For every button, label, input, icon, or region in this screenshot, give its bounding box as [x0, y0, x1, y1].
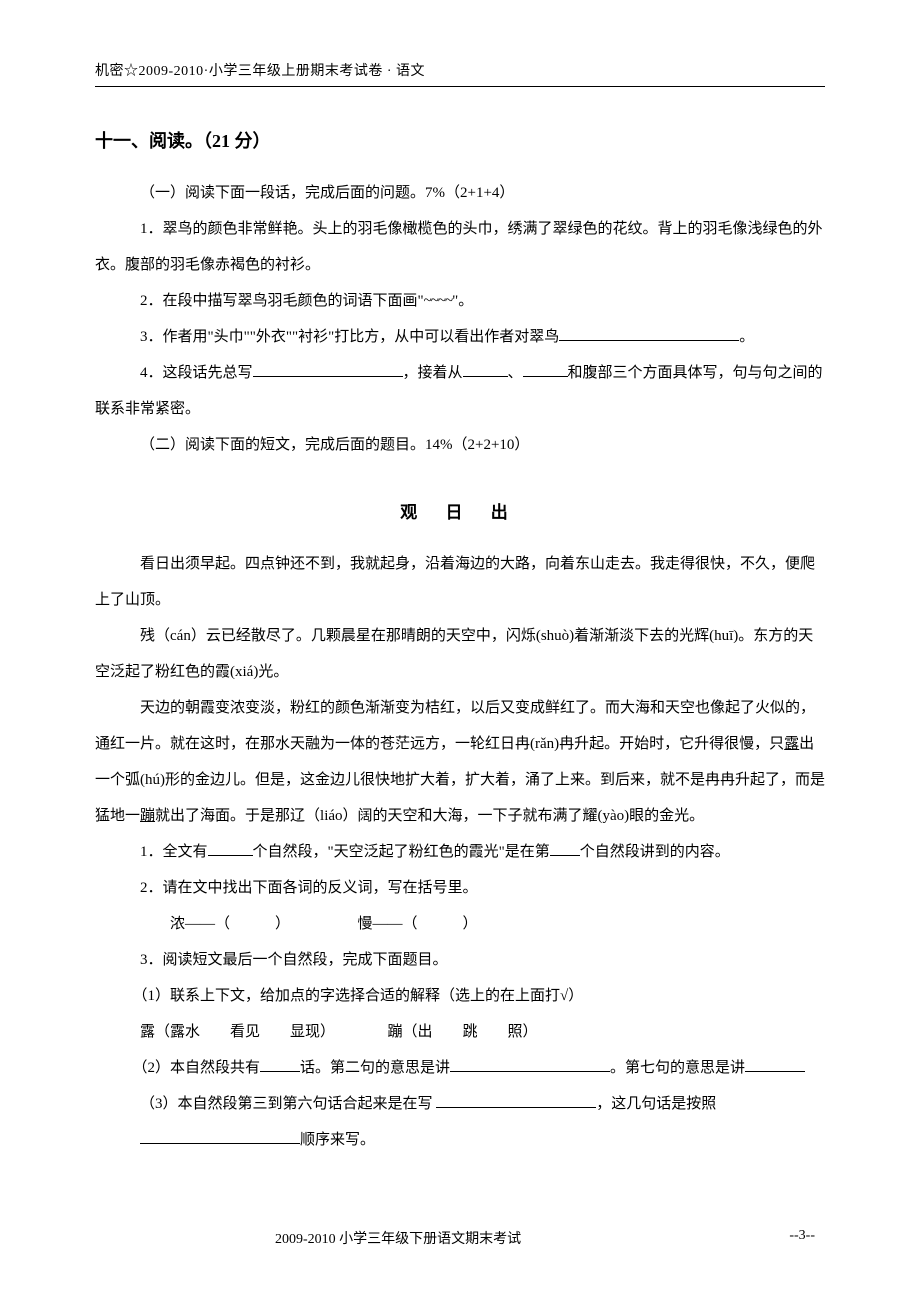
q3-2-b: 话。第二句的意思是讲: [300, 1060, 450, 1076]
wavy-mark: ~~~~: [424, 293, 452, 309]
q3-2-c: 。第七句的意思是讲: [610, 1060, 745, 1076]
part2-q3-3-line2: 顺序来写。: [95, 1122, 825, 1158]
part1-q4: 4．这段话先总写，接着从、和腹部三个方面具体写，句与句之间的联系非常紧密。: [95, 355, 825, 427]
q3-3-c: 顺序来写。: [300, 1132, 375, 1148]
q3-3-b: ，这几句话是按照: [596, 1096, 716, 1112]
q1-a: 1．全文有: [140, 844, 208, 860]
part2-q3: 3．阅读短文最后一个自然段，完成下面题目。: [95, 942, 825, 978]
body-content: （一）阅读下面一段话，完成后面的问题。7%（2+1+4） 1．翠鸟的颜色非常鲜艳…: [95, 175, 825, 1158]
blank-field[interactable]: [208, 840, 253, 856]
q1-b: 个自然段，"天空泛起了粉红色的霞光"是在第: [253, 844, 550, 860]
q3-2-a: （2）本自然段共有: [133, 1060, 261, 1076]
footer-center-text: 2009-2010 小学三年级下册语文期末考试: [275, 1228, 521, 1248]
blank-field[interactable]: [559, 325, 739, 341]
reading-para3: 天边的朝霞变浓变淡，粉红的颜色渐渐变为桔红，以后又变成鲜红了。而大海和天空也像起…: [95, 690, 825, 834]
part2-q3-2: （2）本自然段共有 话。第二句的意思是讲 。第七句的意思是讲: [95, 1050, 825, 1086]
q2-pre: 2．在段中描写翠鸟羽毛颜色的词语下面画": [140, 293, 424, 309]
q3-post: 。: [739, 329, 754, 345]
q1-c: 个自然段讲到的内容。: [580, 844, 730, 860]
underlined-char-lu: 露: [784, 736, 799, 752]
part2-q3-3: （3）本自然段第三到第六句话合起来是在写 ，这几句话是按照: [95, 1086, 825, 1122]
part1-intro: （一）阅读下面一段话，完成后面的问题。7%（2+1+4）: [95, 175, 825, 211]
blank-field[interactable]: [550, 840, 580, 856]
part2-q3-1-items: 露（露水 看见 显现） 蹦（出 跳 照）: [95, 1014, 825, 1050]
para3-c: 就出了海面。于是那辽（liáo）阔的天空和大海，一下子就布满了耀(yào)眼的金…: [155, 808, 704, 824]
para3-a: 天边的朝霞变浓变淡，粉红的颜色渐渐变为桔红，以后又变成鲜红了。而大海和天空也像起…: [95, 700, 815, 752]
part2-q3-1: （1）联系上下文，给加点的字选择合适的解释（选上的在上面打√）: [95, 978, 825, 1014]
section-title: 十一、阅读。（21 分）: [95, 127, 825, 153]
page-footer: 2009-2010 小学三年级下册语文期末考试 --3--: [95, 1228, 825, 1248]
part1-q2: 2．在段中描写翠鸟羽毛颜色的词语下面画"~~~~"。: [95, 283, 825, 319]
q2-post: "。: [452, 293, 473, 309]
q3-pre: 3．作者用"头巾""外衣""衬衫"打比方，从中可以看出作者对翠鸟: [140, 329, 559, 345]
part1-q3: 3．作者用"头巾""外衣""衬衫"打比方，从中可以看出作者对翠鸟 。: [95, 319, 825, 355]
blank-field[interactable]: [436, 1092, 596, 1108]
part2-intro: （二）阅读下面的短文，完成后面的题目。14%（2+2+10）: [95, 427, 825, 463]
part1-passage: 1．翠鸟的颜色非常鲜艳。头上的羽毛像橄榄色的头巾，绣满了翠绿色的花纹。背上的羽毛…: [95, 211, 825, 283]
blank-field[interactable]: [450, 1056, 610, 1072]
reading-para2: 残（cán）云已经散尽了。几颗晨星在那晴朗的天空中，闪烁(shuò)着渐渐淡下去…: [95, 618, 825, 690]
part2-q2: 2．请在文中找出下面各词的反义词，写在括号里。: [95, 870, 825, 906]
part2-q2-items: 浓——（ ） 慢——（ ）: [95, 906, 825, 942]
blank-field[interactable]: [253, 361, 403, 377]
q4-c: 、: [508, 365, 523, 381]
blank-field[interactable]: [523, 361, 568, 377]
blank-field[interactable]: [463, 361, 508, 377]
blank-field[interactable]: [260, 1056, 300, 1072]
q4-a: 4．这段话先总写: [140, 365, 253, 381]
blank-field[interactable]: [745, 1056, 805, 1072]
q4-b: ，接着从: [403, 365, 463, 381]
header-confidential: 机密☆2009-2010·小学三年级上册期末考试卷 · 语文: [95, 60, 825, 87]
exam-page: 机密☆2009-2010·小学三年级上册期末考试卷 · 语文 十一、阅读。（21…: [0, 0, 920, 1288]
part2-q1: 1．全文有 个自然段，"天空泛起了粉红色的霞光"是在第 个自然段讲到的内容。: [95, 834, 825, 870]
footer-page-number: --3--: [789, 1228, 815, 1248]
reading-para1: 看日出须早起。四点钟还不到，我就起身，沿着海边的大路，向着东山走去。我走得很快，…: [95, 546, 825, 618]
blank-field[interactable]: [140, 1128, 300, 1144]
underlined-char-beng: 蹦: [140, 808, 155, 824]
q3-3-a: （3）本自然段第三到第六句话合起来是在写: [140, 1096, 433, 1112]
reading-title: 观 日 出: [95, 493, 825, 534]
